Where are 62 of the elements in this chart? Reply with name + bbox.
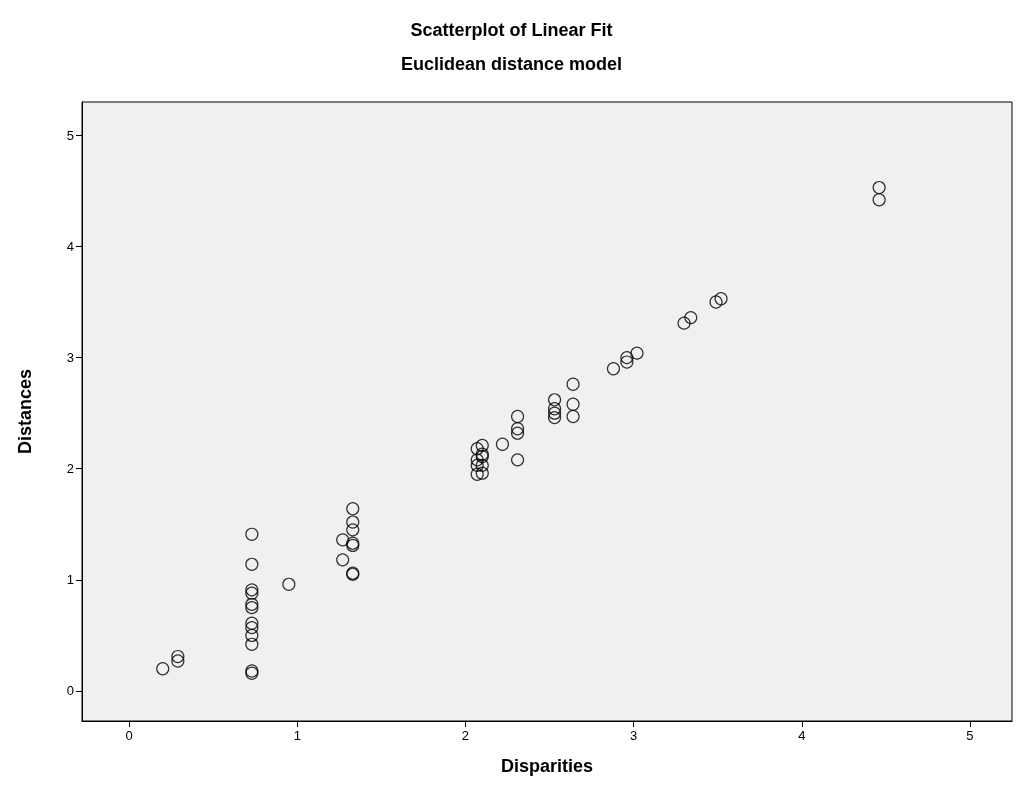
point [245,527,259,541]
point [566,377,580,391]
y-tick-label: 5 [66,127,74,143]
y-tick-label: 2 [66,461,74,477]
point [510,453,525,467]
point [336,553,350,567]
y-tick-label: 3 [66,350,74,366]
x-tick-label: 1 [293,728,301,743]
point [282,577,296,591]
point [346,515,360,529]
point [346,523,360,537]
point [566,409,580,424]
point [566,397,580,411]
point [475,458,489,472]
point [510,426,525,440]
chart-subtitle: Euclidean distance model [400,54,623,74]
point [714,292,728,306]
x-tick-label: 5 [966,728,974,743]
point [547,393,562,407]
point [470,453,484,467]
point [684,311,698,325]
point [547,402,562,416]
point [156,662,170,676]
point [620,355,634,369]
point [872,193,886,207]
point [245,597,259,611]
point [709,295,723,309]
point [245,621,259,635]
point [245,601,259,615]
point [245,637,259,651]
x-tick-label: 2 [461,728,470,743]
point [336,533,350,547]
y-tick-label: 0 [66,683,74,699]
point [495,437,510,451]
x-axis-title: Disparities [500,756,594,776]
point [510,422,525,436]
point [630,346,644,360]
point [171,649,185,664]
x-tick-label: 0 [125,728,133,743]
point [470,442,484,456]
point [475,438,489,452]
point [620,351,634,365]
point [547,406,562,420]
point [606,362,621,376]
point [171,654,185,668]
point [677,316,691,330]
point [872,180,886,195]
point [475,466,489,480]
point [470,458,484,472]
point [245,628,259,643]
y-tick-label: 1 [66,572,74,588]
x-tick-label: 3 [629,728,638,743]
y-axis-title: Distances [15,368,35,455]
point [470,467,484,481]
point [510,409,525,424]
chart-title: Scatterplot of Linear Fit [410,20,613,40]
x-tick-label: 4 [798,728,806,743]
point [547,411,562,425]
point [245,616,259,630]
point [346,502,360,516]
y-tick-label: 4 [66,238,74,254]
point [245,557,259,571]
